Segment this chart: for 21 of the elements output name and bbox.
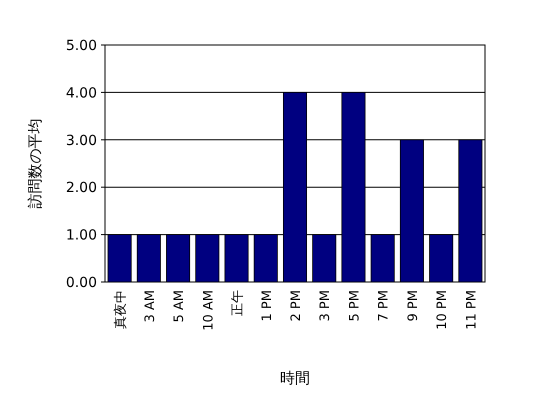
x-tick-label: 10 PM bbox=[435, 290, 450, 330]
y-tick-label: 0.00 bbox=[66, 275, 97, 291]
x-tick-label: 5 PM bbox=[347, 290, 362, 322]
x-tick-label: 2 PM bbox=[289, 290, 304, 322]
x-tick-label: 5 AM bbox=[172, 290, 188, 323]
x-tick-label: 真夜中 bbox=[112, 290, 129, 329]
y-tick-label: 3.00 bbox=[66, 132, 97, 149]
x-axis-title: 時間 bbox=[280, 369, 310, 387]
y-tick-label: 4.00 bbox=[66, 85, 97, 102]
x-tick-label: 3 PM bbox=[318, 290, 334, 322]
x-tick-label: 7 PM bbox=[376, 290, 392, 322]
x-tick-label: 11 PM bbox=[464, 290, 480, 330]
x-tick-label: 3 AM bbox=[142, 290, 158, 323]
x-tick-label: 1 PM bbox=[260, 290, 275, 322]
x-tick-label: 10 AM bbox=[201, 290, 216, 331]
y-axis-title: 訪問数の平均 bbox=[26, 118, 44, 208]
x-tick-label: 9 PM bbox=[406, 290, 421, 322]
y-tick-label: 1.00 bbox=[66, 228, 97, 244]
y-tick-label: 2.00 bbox=[66, 180, 97, 196]
x-tick-label: 正午 bbox=[230, 290, 246, 316]
y-tick-label: 5.00 bbox=[66, 38, 97, 54]
